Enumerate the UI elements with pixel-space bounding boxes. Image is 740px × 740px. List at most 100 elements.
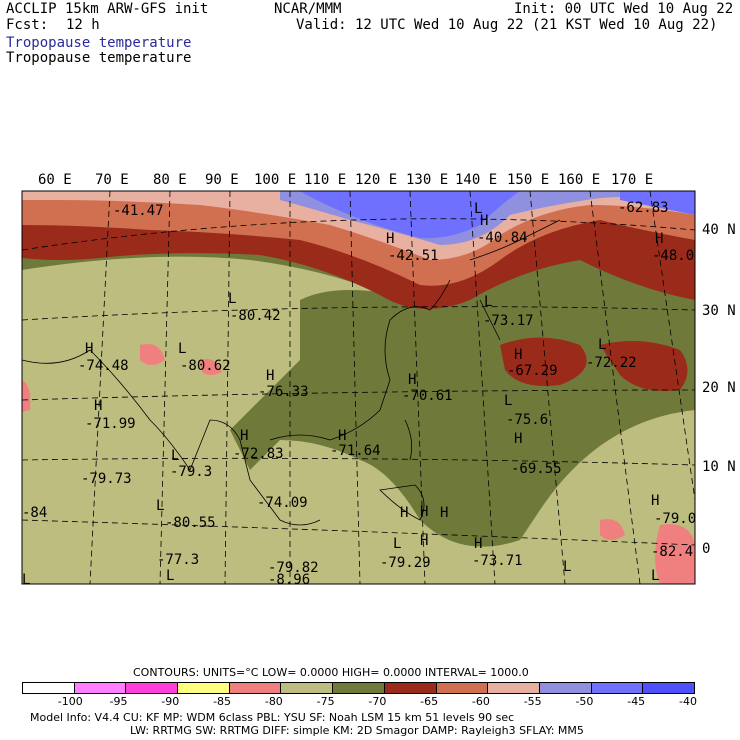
extremum-value: -42.51 (388, 248, 439, 264)
lon-label: 130 E (406, 172, 448, 188)
extremum-value: -62.83 (618, 200, 669, 216)
init-time: Init: 00 UTC Wed 10 Aug 22 (514, 1, 734, 17)
extrema-labels: -41.47H-42.51H-40.84-62.83H-48.0L-80.42L… (22, 200, 696, 588)
graticule (22, 191, 695, 584)
extremum-value: -74.09 (257, 495, 308, 511)
legend-label: -60 (471, 695, 490, 708)
legend-label: -65 (420, 695, 439, 708)
extremum-value: -73.17 (483, 313, 534, 329)
legend-label: -100 (57, 695, 83, 708)
legend-swatch (23, 683, 74, 693)
extremum-value: -71.99 (85, 416, 136, 432)
extremum-value: -82.4 (651, 544, 693, 560)
fcst-label: Fcst: (6, 17, 49, 33)
extremum-value: -48.0 (652, 248, 694, 264)
high-marker: H (266, 368, 274, 384)
high-marker: H (655, 231, 663, 247)
coastlines (22, 219, 561, 526)
high-marker: H (480, 213, 488, 229)
extremum-value: -84 (22, 505, 47, 521)
model-title: ACCLIP 15km ARW-GFS init (6, 1, 209, 17)
extremum-value: -67.29 (507, 363, 558, 379)
lat-label: 30 N (702, 303, 736, 319)
lon-label: 70 E (95, 172, 129, 188)
extremum-value: -41.47 (113, 203, 164, 219)
lon-label: 150 E (507, 172, 549, 188)
legend-swatch (383, 683, 436, 693)
high-marker: H (408, 372, 416, 388)
lon-label: 80 E (153, 172, 187, 188)
legend-swatch (73, 683, 126, 693)
field-title: Tropopause temperature (6, 35, 192, 51)
low-marker: L (228, 291, 236, 307)
lat-label: 40 N (702, 222, 736, 238)
extremum-value: -73.71 (472, 553, 523, 569)
low-marker: L (22, 572, 30, 588)
extremum-value: -40.84 (477, 230, 528, 246)
extremum-value: -77.3 (157, 552, 199, 568)
extremum-value: -79.73 (81, 471, 132, 487)
legend-label: -50 (575, 695, 594, 708)
lat-label: 0 (702, 541, 710, 557)
extremum-value: -75.6 (506, 412, 548, 428)
extremum-value: -79.29 (380, 555, 431, 571)
low-marker: L (156, 498, 164, 514)
legend-swatch (280, 683, 333, 693)
model-info-line1: Model Info: V4.4 CU: KF MP: WDM 6class P… (30, 711, 515, 724)
legend-label: -40 (679, 695, 697, 708)
lat-label: 20 N (702, 380, 736, 396)
latitude-labels: 40 N 30 N 20 N 10 N 0 (702, 222, 736, 557)
lon-label: 110 E (304, 172, 346, 188)
field-title-2: Tropopause temperature (6, 50, 192, 66)
high-marker: H (420, 533, 428, 549)
high-marker: H (94, 398, 102, 414)
high-marker: H (338, 428, 346, 444)
color-fill-field (22, 191, 695, 584)
low-marker: L (166, 568, 174, 584)
legend-labels: -100 -95 -90 -85 -80 -75 -70 -65 -60 -55 -50 -45 -40… (22, 696, 722, 708)
map-frame (21, 190, 696, 585)
low-marker: L (178, 341, 186, 357)
lon-label: 140 E (455, 172, 497, 188)
model-info-line2: LW: RRTMG SW: RRTMG DIFF: simple KM: 2D … (130, 724, 584, 737)
low-marker: L (504, 393, 512, 409)
lat-label: 10 N (702, 459, 736, 475)
color-legend (22, 682, 695, 694)
high-marker: H (440, 505, 448, 521)
high-marker: H (514, 347, 522, 363)
extremum-value: -8.96 (268, 572, 310, 588)
lon-label: 120 E (355, 172, 397, 188)
legend-swatch (590, 683, 643, 693)
high-marker: H (85, 341, 93, 357)
legend-label: -90 (161, 695, 180, 708)
fcst-value: 12 h (66, 17, 100, 33)
extremum-value: -72.22 (586, 355, 637, 371)
legend-swatch (228, 683, 281, 693)
extremum-value: -79.82 (268, 560, 319, 576)
high-marker: H (420, 504, 428, 520)
lon-label: 60 E (38, 172, 72, 188)
longitude-labels: 60 E 70 E 80 E 90 E 100 E 110 E 120 E 130 E 140 … (38, 172, 653, 188)
valid-time: Valid: 12 UTC Wed 10 Aug 22 (21 KST Wed … (296, 17, 718, 33)
contour-info: CONTOURS: UNITS=°C LOW= 0.0000 HIGH= 0.0… (133, 666, 529, 679)
low-marker: L (563, 559, 571, 575)
high-marker: H (474, 536, 482, 552)
high-marker: H (400, 505, 408, 521)
extremum-value: -79.3 (170, 464, 212, 480)
legend-label: -55 (523, 695, 542, 708)
extremum-value: -69.55 (511, 461, 562, 477)
legend-label: -75 (316, 695, 335, 708)
low-marker: L (651, 568, 659, 584)
legend-label: -80 (264, 695, 283, 708)
extremum-value: -80.55 (165, 515, 216, 531)
high-marker: H (651, 493, 659, 509)
legend-swatch (435, 683, 488, 693)
legend-swatch (538, 683, 591, 693)
low-marker: L (598, 337, 606, 353)
extremum-value: -74.48 (78, 358, 129, 374)
extremum-value: -80.62 (180, 358, 231, 374)
legend-swatch (642, 683, 694, 693)
lon-label: 170 E (611, 172, 653, 188)
lon-label: 90 E (205, 172, 239, 188)
